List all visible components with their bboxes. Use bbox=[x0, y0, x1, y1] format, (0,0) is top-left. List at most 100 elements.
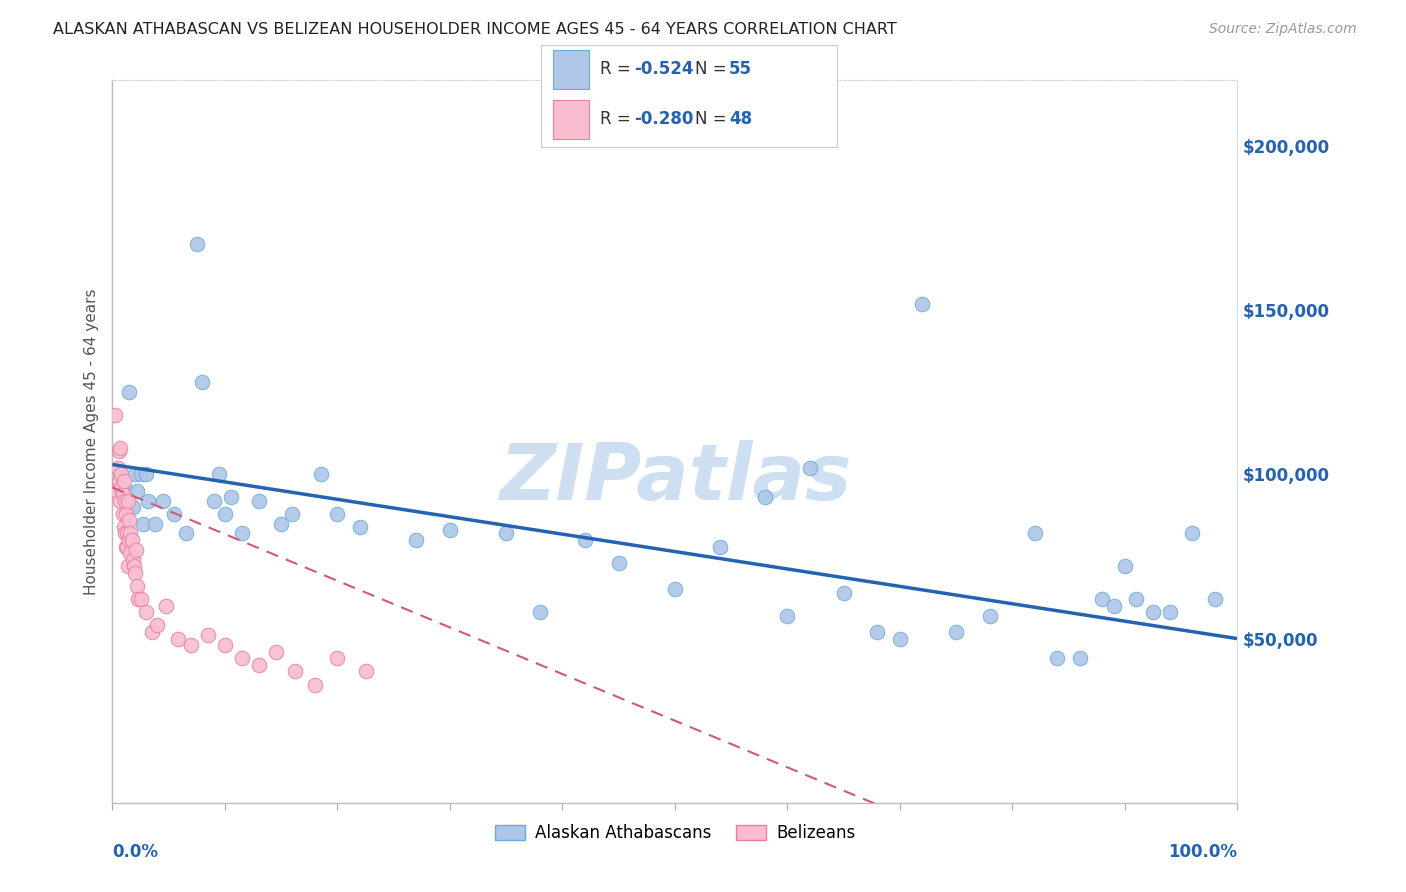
Text: R =: R = bbox=[600, 61, 637, 78]
Point bbox=[174, 526, 197, 541]
Point bbox=[911, 296, 934, 310]
Point bbox=[114, 493, 136, 508]
Point bbox=[111, 507, 134, 521]
Point bbox=[118, 385, 141, 400]
Point bbox=[284, 665, 307, 679]
Point bbox=[264, 645, 287, 659]
Point bbox=[129, 592, 152, 607]
Point bbox=[270, 516, 292, 531]
Point bbox=[979, 608, 1001, 623]
Point bbox=[110, 467, 132, 482]
Point bbox=[118, 533, 141, 547]
Point bbox=[120, 546, 142, 560]
Point bbox=[799, 460, 821, 475]
Point bbox=[326, 507, 349, 521]
Point bbox=[111, 487, 134, 501]
Text: N =: N = bbox=[695, 61, 731, 78]
Point bbox=[143, 516, 166, 531]
Point bbox=[945, 625, 967, 640]
Point bbox=[129, 467, 152, 482]
Text: ZIPatlas: ZIPatlas bbox=[499, 440, 851, 516]
Point bbox=[146, 618, 169, 632]
Point bbox=[117, 559, 139, 574]
Point bbox=[180, 638, 202, 652]
Point bbox=[231, 526, 253, 541]
Point bbox=[163, 507, 186, 521]
Point bbox=[121, 500, 143, 515]
Point bbox=[124, 566, 146, 580]
Point bbox=[110, 467, 132, 482]
Point bbox=[135, 605, 157, 619]
Point bbox=[405, 533, 427, 547]
Point bbox=[117, 493, 139, 508]
Text: 0.0%: 0.0% bbox=[112, 843, 159, 861]
Point bbox=[1204, 592, 1226, 607]
Point bbox=[127, 483, 149, 498]
Text: N =: N = bbox=[695, 111, 731, 128]
Point bbox=[1091, 592, 1114, 607]
Point bbox=[776, 608, 799, 623]
Text: 55: 55 bbox=[728, 61, 752, 78]
Point bbox=[186, 237, 208, 252]
Text: R =: R = bbox=[600, 111, 637, 128]
Point bbox=[115, 507, 138, 521]
Point bbox=[247, 493, 270, 508]
Bar bbox=[553, 100, 589, 139]
Point bbox=[832, 585, 855, 599]
Text: -0.524: -0.524 bbox=[634, 61, 693, 78]
Point bbox=[115, 540, 138, 554]
Point bbox=[197, 628, 219, 642]
Point bbox=[122, 559, 145, 574]
Point bbox=[124, 467, 146, 482]
Point bbox=[495, 526, 517, 541]
Point bbox=[1024, 526, 1046, 541]
Point bbox=[115, 540, 138, 554]
Point bbox=[104, 409, 127, 423]
Point bbox=[132, 516, 155, 531]
Point bbox=[1142, 605, 1164, 619]
Y-axis label: Householder Income Ages 45 - 64 years: Householder Income Ages 45 - 64 years bbox=[83, 288, 98, 595]
Point bbox=[1181, 526, 1204, 541]
Bar bbox=[553, 50, 589, 88]
Text: 48: 48 bbox=[728, 111, 752, 128]
Point bbox=[754, 491, 776, 505]
Point bbox=[208, 467, 231, 482]
Text: ALASKAN ATHABASCAN VS BELIZEAN HOUSEHOLDER INCOME AGES 45 - 64 YEARS CORRELATION: ALASKAN ATHABASCAN VS BELIZEAN HOUSEHOLD… bbox=[53, 22, 897, 37]
Point bbox=[607, 556, 630, 570]
Point bbox=[214, 507, 236, 521]
Point bbox=[166, 632, 188, 646]
Point bbox=[1125, 592, 1147, 607]
Point bbox=[202, 493, 225, 508]
Point bbox=[121, 553, 143, 567]
Point bbox=[112, 520, 135, 534]
Point bbox=[108, 474, 131, 488]
Point bbox=[127, 579, 149, 593]
Text: 100.0%: 100.0% bbox=[1168, 843, 1237, 861]
Point bbox=[439, 523, 461, 537]
Point bbox=[247, 657, 270, 672]
Point bbox=[1102, 599, 1125, 613]
Point bbox=[866, 625, 889, 640]
Point bbox=[141, 625, 163, 640]
Point bbox=[1046, 651, 1069, 665]
Point bbox=[110, 493, 132, 508]
Point bbox=[127, 592, 149, 607]
Point bbox=[114, 526, 136, 541]
Point bbox=[135, 467, 157, 482]
Point bbox=[125, 542, 148, 557]
Point bbox=[574, 533, 596, 547]
Point bbox=[112, 474, 135, 488]
Point bbox=[108, 444, 131, 458]
Point bbox=[1159, 605, 1181, 619]
Point bbox=[219, 491, 242, 505]
Point bbox=[709, 540, 731, 554]
Point bbox=[120, 526, 142, 541]
Point bbox=[664, 582, 686, 597]
Point bbox=[105, 483, 128, 498]
Point bbox=[110, 481, 132, 495]
Point bbox=[118, 513, 141, 527]
Legend: Alaskan Athabascans, Belizeans: Alaskan Athabascans, Belizeans bbox=[488, 817, 862, 848]
Point bbox=[281, 507, 304, 521]
Text: Source: ZipAtlas.com: Source: ZipAtlas.com bbox=[1209, 22, 1357, 37]
Point bbox=[309, 467, 332, 482]
